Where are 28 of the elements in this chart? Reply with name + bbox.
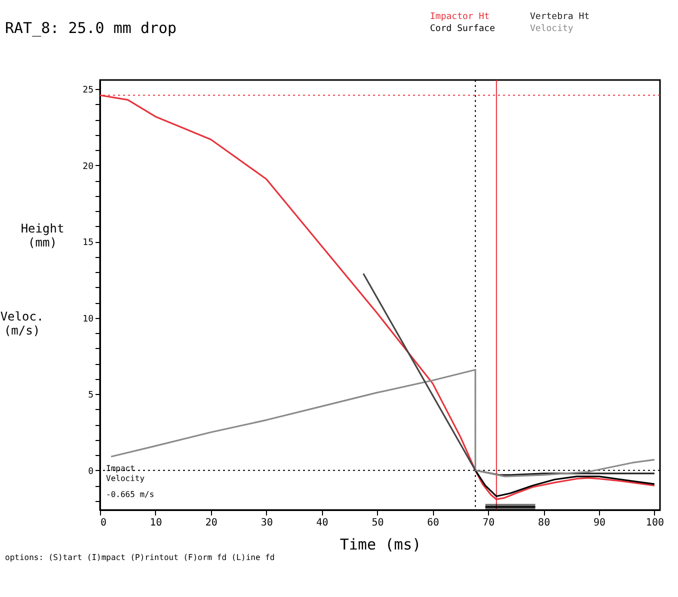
x-tick-label: 70 [482,518,495,528]
text: Velocity [530,24,574,34]
x-tick-label: 30 [260,518,273,528]
x-tick-label: 80 [538,518,550,528]
y-tick-label: 0 [88,466,94,477]
x-axis-title: Time (ms) [340,536,422,554]
y-tick-label: 10 [82,314,94,324]
annotation: Impact Velocity [106,464,145,484]
x-tick-label: 40 [316,518,328,528]
text: Veloc. (m/s) [0,310,44,338]
y-tick-label: 5 [88,390,94,401]
y-tick-label: 25 [82,86,94,96]
text: Vertebra Ht [530,12,590,22]
text: options: (S)tart (I)mpact (P)rintout (F)orm fd (L)ine fd [5,553,275,562]
x-tick-label: 100 [646,518,664,528]
text: Cord Surface [430,24,496,34]
x-tick-label: 20 [205,518,218,528]
chart-title: RAT_8: 25.0 mm drop [5,19,177,37]
y-tick-label: 15 [82,238,94,248]
y-axis-title: Height (mm) [20,221,64,250]
x-tick-label: 90 [593,518,606,528]
x-tick-label: 0 [100,518,107,528]
x-tick-label: 10 [150,518,162,528]
annotation: -0.665 m/s [106,490,154,499]
x-tick-label: 60 [427,518,440,528]
y-tick-label: 20 [82,162,94,172]
text: Impactor Ht [430,12,490,22]
x-tick-label: 50 [372,518,384,528]
